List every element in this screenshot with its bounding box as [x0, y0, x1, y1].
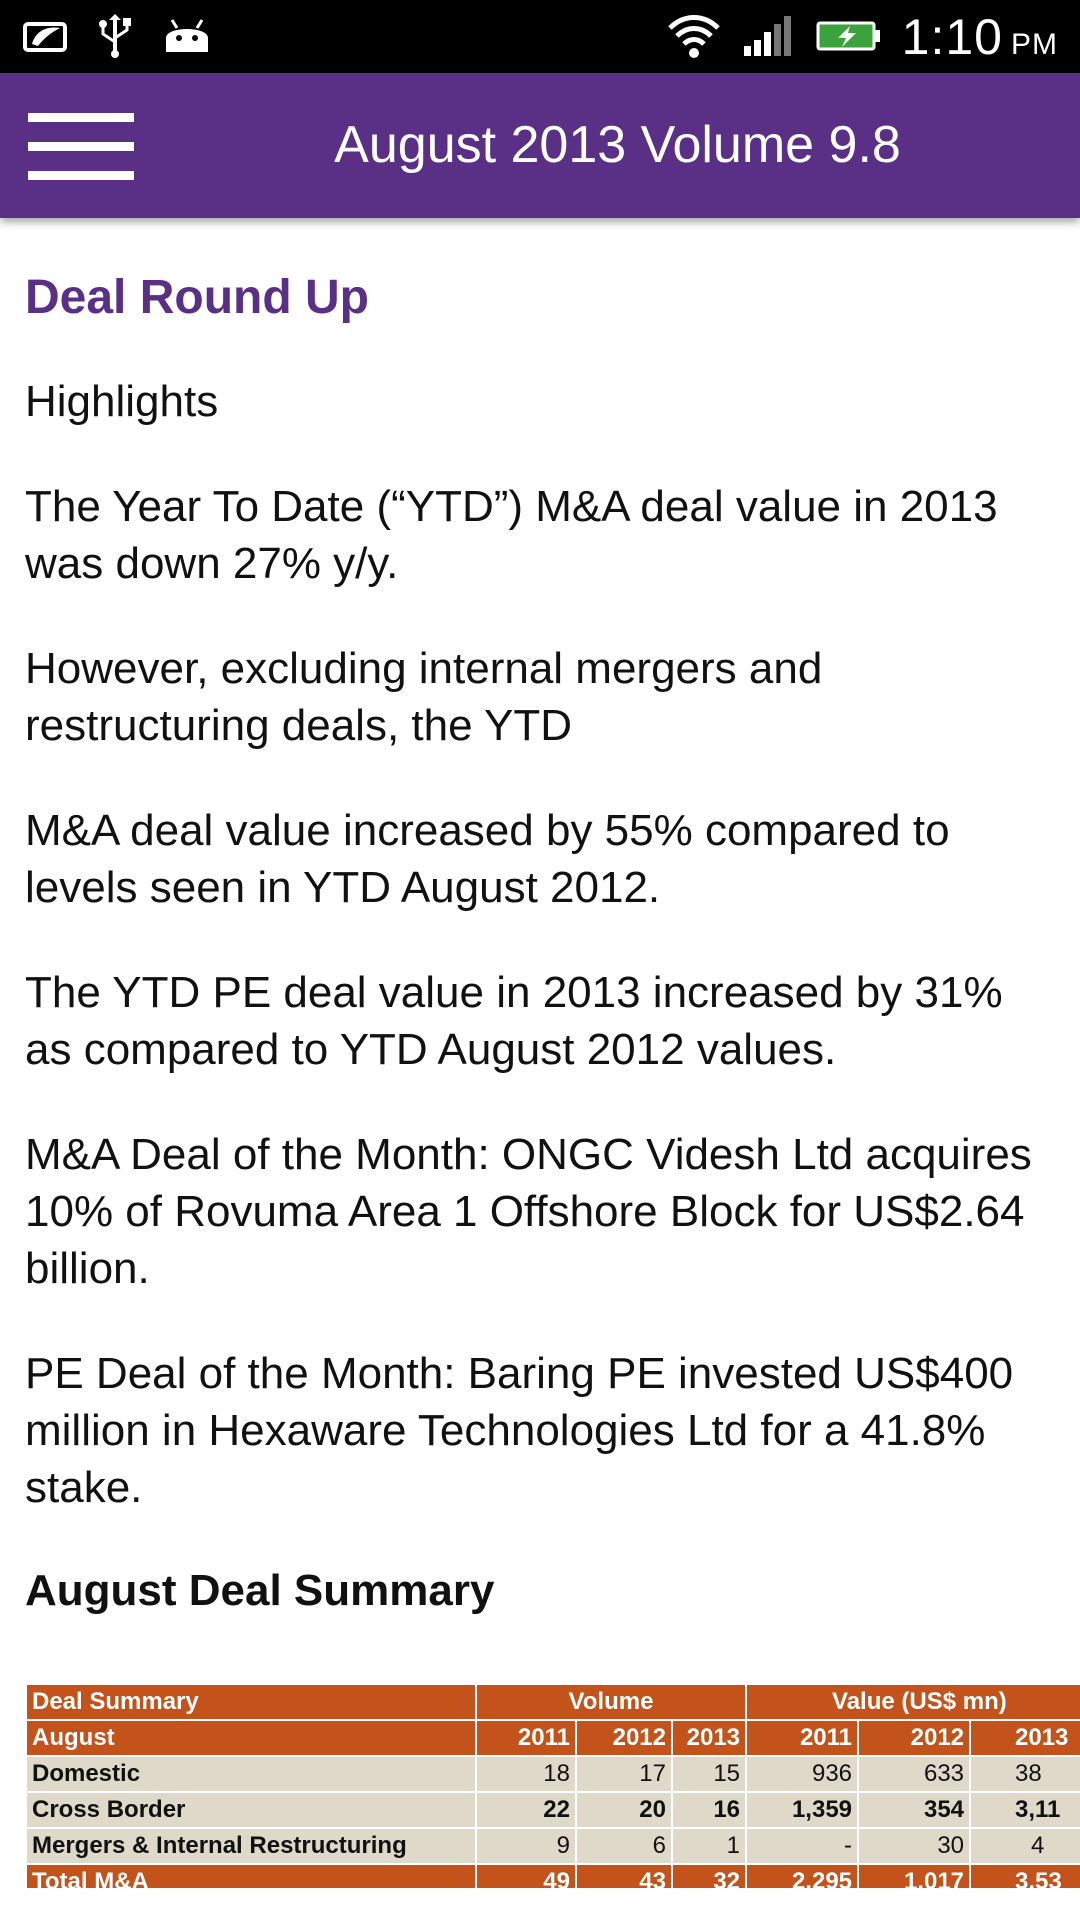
battery-charging-icon: [816, 17, 882, 57]
table-header-cell: 2011: [475, 1719, 577, 1757]
table-header-cell: 2012: [575, 1719, 673, 1757]
table-cell: 38: [969, 1755, 1080, 1793]
table-cell: 6: [575, 1827, 673, 1865]
table-header-cell: Deal Summary: [25, 1683, 477, 1721]
hamburger-menu-icon[interactable]: [28, 113, 134, 180]
table-cell: 1,359: [745, 1791, 860, 1829]
table-cell: -: [745, 1827, 860, 1865]
wifi-icon: [666, 10, 722, 64]
table-row: Cross Border 22 20 16 1,359 354 3,11: [25, 1791, 1080, 1829]
table-cell: 43: [575, 1863, 673, 1888]
paragraph: However, excluding internal mergers and …: [25, 644, 823, 750]
summary-title: August Deal Summary: [25, 1566, 495, 1615]
table-cell: Cross Border: [25, 1791, 477, 1829]
table-cell: 32: [670, 1863, 748, 1888]
table-row: Mergers & Internal Restructuring 9 6 1 -…: [25, 1827, 1080, 1865]
table-header-row: August 2011 2012 2013 2011 2012 2013: [25, 1719, 1080, 1757]
table-cell: 354: [857, 1791, 972, 1829]
table-cell: 20: [575, 1791, 673, 1829]
table-cell: 1,017: [857, 1863, 972, 1888]
table-header-cell: August: [25, 1719, 477, 1757]
deal-summary-table: Deal Summary Volume Value (US$ mn) Augus…: [25, 1683, 1080, 1888]
table-total-row: Total M&A 49 43 32 2,295 1,017 3,53: [25, 1863, 1080, 1888]
table-cell: 49: [475, 1863, 577, 1888]
table-header-cell: Volume: [474, 1683, 748, 1721]
table-cell: 2,295: [745, 1863, 860, 1888]
section-title: Deal Round Up: [25, 271, 369, 324]
table-cell: 1: [670, 1827, 748, 1865]
notification-icon: [22, 18, 70, 58]
article-content: Deal Round Up Highlights The Year To Dat…: [25, 240, 1060, 1616]
table-cell: 633: [857, 1755, 972, 1793]
table-cell: 15: [670, 1755, 748, 1793]
table-cell: 30: [857, 1827, 972, 1865]
table-cell: 16: [670, 1791, 748, 1829]
table-cell: Total M&A: [25, 1863, 477, 1888]
paragraph: PE Deal of the Month: Baring PE invested…: [25, 1349, 1014, 1512]
table-header-cell: Value (US$ mn): [745, 1683, 1080, 1721]
table-cell: 17: [575, 1755, 673, 1793]
table-header-cell: 2011: [745, 1719, 860, 1757]
android-icon: [160, 16, 214, 60]
paragraph: M&A Deal of the Month: ONGC Videsh Ltd a…: [25, 1130, 1032, 1293]
app-bar: August 2013 Volume 9.8: [0, 73, 1080, 218]
table-cell: 4: [969, 1827, 1080, 1865]
table-header-cell: 2013: [969, 1719, 1080, 1757]
table-header-cell: 2012: [857, 1719, 972, 1757]
table-header-cell: 2013: [670, 1719, 748, 1757]
table-cell: 936: [745, 1755, 860, 1793]
paragraph: Highlights: [25, 377, 219, 426]
table-cell: Mergers & Internal Restructuring: [25, 1827, 477, 1865]
table-cell: 22: [475, 1791, 577, 1829]
table-cell: Domestic: [25, 1755, 477, 1793]
app-bar-title: August 2013 Volume 9.8: [334, 116, 901, 174]
clock: 1:10 PM: [901, 8, 1058, 65]
usb-icon: [96, 14, 134, 62]
signal-icon: [742, 12, 796, 62]
paragraph: M&A deal value increased by 55% compared…: [25, 806, 950, 912]
table-header-row: Deal Summary Volume Value (US$ mn): [25, 1683, 1080, 1721]
table-cell: 9: [475, 1827, 577, 1865]
table-cell: 3,53: [969, 1863, 1080, 1888]
status-bar: 1:10 PM: [0, 0, 1080, 73]
table-cell: 18: [475, 1755, 577, 1793]
paragraph: The Year To Date (“YTD”) M&A deal value …: [25, 482, 998, 588]
table-cell: 3,11: [969, 1791, 1080, 1829]
table-row: Domestic 18 17 15 936 633 38: [25, 1755, 1080, 1793]
paragraph: The YTD PE deal value in 2013 increased …: [25, 968, 1003, 1074]
